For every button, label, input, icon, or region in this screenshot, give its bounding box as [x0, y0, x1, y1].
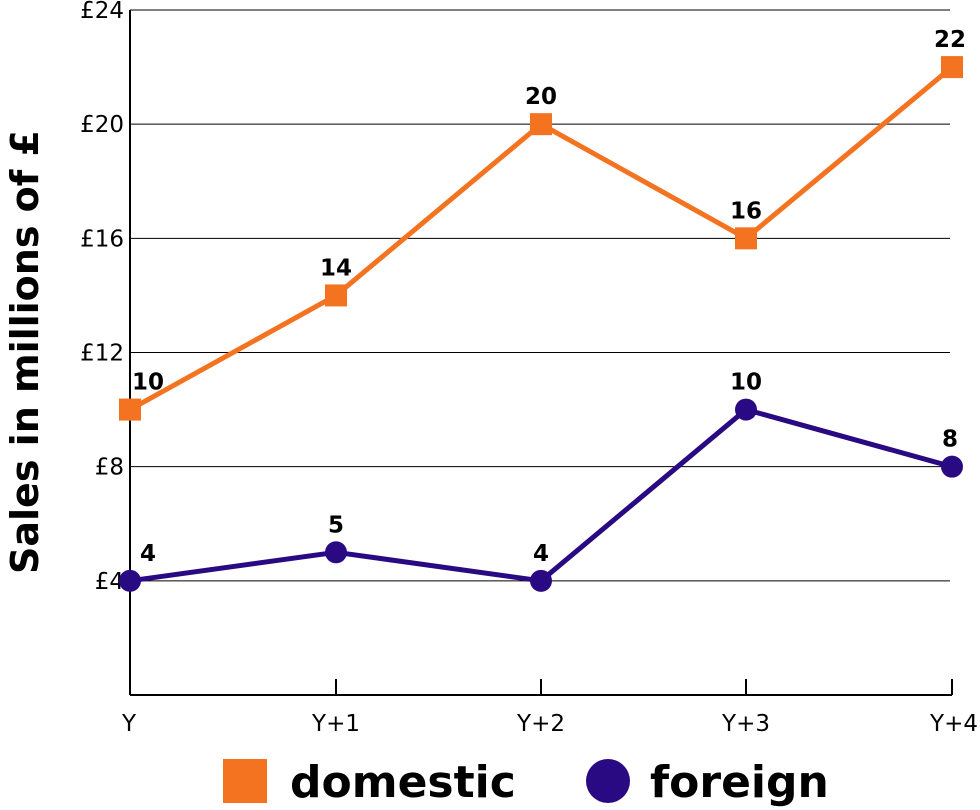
y-tick-label: £20 — [80, 112, 124, 138]
data-label-domestic: 16 — [730, 198, 762, 224]
data-point-domestic — [119, 398, 141, 421]
y-axis-title: Sales in millions of £ — [3, 130, 47, 574]
legend-marker-foreign — [586, 759, 630, 803]
y-tick-label: £24 — [80, 0, 124, 24]
y-tick-label: £12 — [80, 341, 124, 367]
data-label-domestic: 10 — [132, 370, 164, 396]
data-label-foreign: 8 — [942, 427, 958, 453]
legend-item-domestic: domestic — [223, 757, 516, 808]
data-point-domestic — [530, 113, 552, 136]
legend-item-foreign: foreign — [586, 757, 829, 808]
x-tick-label: Y+1 — [311, 711, 360, 737]
legend: domestic foreign — [223, 757, 829, 808]
x-tick-label: Y+2 — [516, 711, 565, 737]
legend-label-foreign: foreign — [650, 757, 829, 808]
x-tick-labels: Y Y+1 Y+2 Y+3 Y+4 — [121, 711, 978, 737]
x-tick-label: Y+3 — [721, 711, 770, 737]
data-point-foreign — [119, 569, 141, 592]
x-tick-label: Y — [121, 711, 137, 737]
data-label-foreign: 4 — [533, 541, 549, 567]
legend-marker-domestic — [223, 759, 267, 803]
data-point-foreign — [325, 541, 347, 564]
legend-label-domestic: domestic — [290, 757, 516, 808]
series-foreign: 4 5 4 10 8 — [119, 370, 963, 592]
y-tick-labels: £4£8£12£16£20£24 — [80, 0, 124, 595]
y-tick-label: £16 — [80, 226, 124, 252]
data-label-foreign: 10 — [730, 370, 762, 396]
data-label-domestic: 14 — [320, 255, 352, 281]
data-point-domestic — [325, 284, 347, 307]
data-point-foreign — [530, 569, 552, 592]
data-point-domestic — [735, 227, 757, 250]
data-point-domestic — [941, 56, 963, 79]
data-point-foreign — [735, 398, 757, 421]
series-domestic: 10 14 20 16 22 — [119, 27, 966, 421]
data-label-domestic: 22 — [934, 27, 966, 53]
data-point-foreign — [941, 455, 963, 478]
data-label-foreign: 5 — [328, 512, 344, 538]
series-group: 10 14 20 16 22 4 5 4 10 8 — [119, 27, 966, 592]
data-label-foreign: 4 — [140, 541, 156, 567]
x-tick-label: Y+4 — [929, 711, 978, 737]
y-tick-label: £8 — [95, 455, 124, 481]
data-label-domestic: 20 — [525, 84, 557, 110]
